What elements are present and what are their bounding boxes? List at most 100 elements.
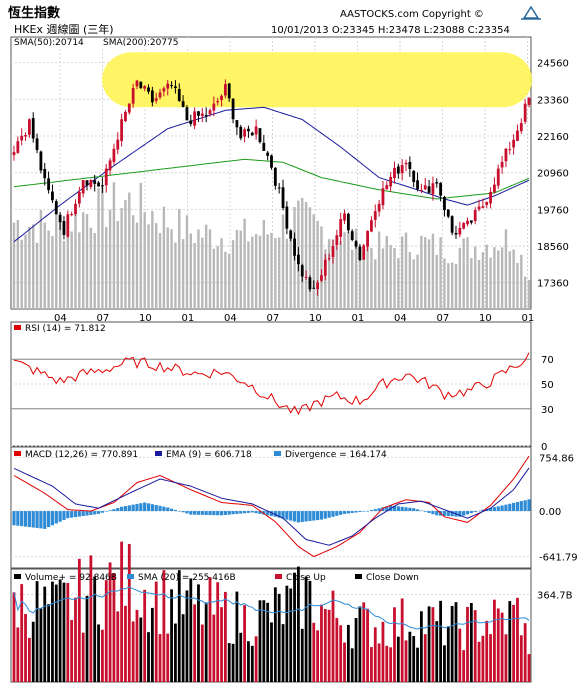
divergence-bar (20, 511, 24, 527)
price-volume-bar (35, 242, 39, 309)
price-volume-bar (301, 197, 304, 309)
price-volume-bar (128, 192, 131, 309)
divergence-bar (442, 511, 447, 516)
price-volume-bar (258, 235, 262, 309)
divergence-bar (139, 503, 143, 512)
price-x-ticks: 04 07 10 01 04 07 10 01 04 07 10 01 (54, 313, 534, 324)
macd-lines (13, 455, 530, 558)
highlight-band (102, 52, 532, 108)
price-x-tick: 10 (309, 313, 322, 324)
macd-y-tick: 754.86 (539, 453, 574, 464)
price-volume-bar (155, 223, 158, 309)
candle-down (289, 230, 293, 239)
price-volume-bar (101, 185, 104, 309)
volume-bar-up (66, 582, 70, 682)
divergence-bar (488, 507, 493, 512)
brand-label: AASTOCKS.com Copyright © (340, 9, 484, 20)
macd-y-ticks: 754.86 0.00 -641.79 (539, 453, 578, 563)
candle-up (104, 168, 108, 186)
price-volume-bar (331, 239, 335, 309)
price-volume-bar (16, 220, 20, 309)
candle-up (323, 259, 327, 276)
price-volume-bar (39, 209, 43, 309)
macd-panel-frame (10, 446, 532, 569)
volume-bar-up (339, 625, 343, 682)
price-volume-bar (93, 233, 96, 309)
divergence-bar (123, 506, 128, 512)
divergence-bar (266, 511, 270, 516)
divergence-bar (512, 502, 516, 512)
divergence-bar (54, 511, 58, 524)
candle-up (200, 113, 204, 117)
divergence-bar (162, 506, 166, 512)
volume-y-ticks: 364.7B (537, 590, 573, 601)
candle-up (489, 191, 492, 204)
volume-bar-down (439, 600, 443, 682)
divergence-bar (39, 511, 43, 529)
divergence-bar (277, 511, 281, 518)
candle-up (223, 84, 227, 96)
divergence-bar (289, 511, 293, 521)
candle-down (266, 152, 270, 156)
price-volume-bar (274, 238, 277, 309)
price-volume-bar (362, 249, 365, 309)
candle-down (47, 178, 50, 191)
candle-up (493, 184, 496, 193)
macd-legend: MACD (12,26) = 770.891 EMA (9) = 606.718… (14, 450, 387, 460)
divergence-bar (242, 511, 247, 514)
candle-up (343, 213, 346, 221)
divergence-bar (331, 511, 335, 517)
price-volume-bar (424, 237, 427, 309)
price-volume-bar (235, 229, 239, 309)
rsi-label: RSI (14) = 71.812 (25, 324, 106, 334)
divergence-bar (335, 511, 339, 516)
divergence-bar (150, 504, 154, 512)
candle-down (443, 196, 446, 211)
volume-bar-up (323, 609, 327, 682)
divergence-bar (89, 511, 93, 515)
volume-bar-down (235, 591, 239, 682)
candle-up (523, 103, 527, 122)
price-volume-bar (262, 220, 266, 309)
candle-up (504, 148, 508, 162)
volume-bar-down (416, 647, 419, 682)
candle-down (277, 187, 281, 189)
volume-bar-down (293, 572, 296, 682)
candle-up (12, 152, 16, 156)
volume-bar-up (481, 635, 485, 682)
candle-up (362, 245, 366, 260)
price-volume-bar (374, 259, 377, 309)
divergence-bar (131, 504, 135, 512)
candle-up (370, 220, 373, 232)
divergence-label: Divergence = 164.174 (285, 450, 387, 460)
volume-bar-down (285, 585, 289, 682)
macd-y-tick: 0.00 (539, 507, 561, 518)
candle-down (281, 187, 285, 208)
volume-sma-label: SMA (20) = 255.416B (138, 573, 236, 583)
candle-up (473, 210, 477, 222)
divergence-bar (235, 511, 239, 514)
volume-bar-down (358, 606, 362, 682)
volume-bar-up (477, 641, 481, 682)
volume-bar-up (16, 627, 20, 682)
candle-up (208, 110, 212, 115)
price-volume-bar (70, 231, 73, 309)
price-volume-bar (512, 249, 515, 309)
divergence-bar (62, 511, 66, 520)
volume-bar-up (112, 573, 116, 682)
volume-bar-up (389, 647, 393, 682)
chart-subtitle: HKEx 週線圖 (三年) (14, 22, 114, 36)
price-x-tick: 04 (224, 313, 237, 324)
volume-bar-down (469, 603, 473, 682)
candle-up (373, 211, 377, 220)
candle-up (20, 135, 24, 141)
divergence-bar (58, 511, 62, 522)
sma200-label: SMA(200):20775 (103, 38, 179, 48)
price-volume-bar (231, 240, 235, 309)
volume-bar-up (381, 621, 385, 682)
price-volume-bar (450, 262, 454, 309)
volume-bar-down (97, 624, 100, 682)
volume-bar-up (423, 634, 427, 682)
price-volume-bar (347, 232, 350, 309)
